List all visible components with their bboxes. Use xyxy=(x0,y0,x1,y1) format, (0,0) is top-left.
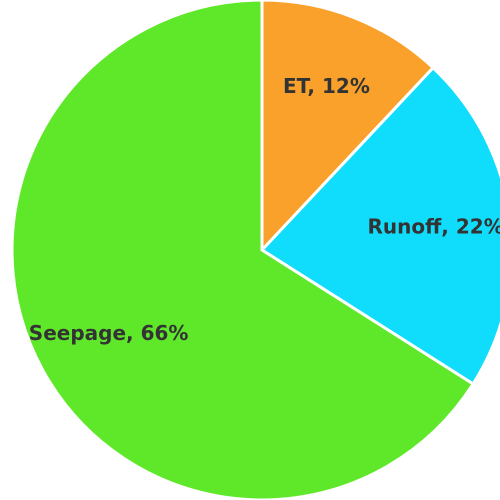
pie-slice xyxy=(260,0,436,254)
pie-slice xyxy=(10,0,476,500)
pie-slice xyxy=(259,65,500,387)
slice-label: Seepage, 66% xyxy=(29,321,189,345)
slice-label: Runoff, 22% xyxy=(367,215,500,239)
slice-label: ET, 12% xyxy=(283,74,370,98)
